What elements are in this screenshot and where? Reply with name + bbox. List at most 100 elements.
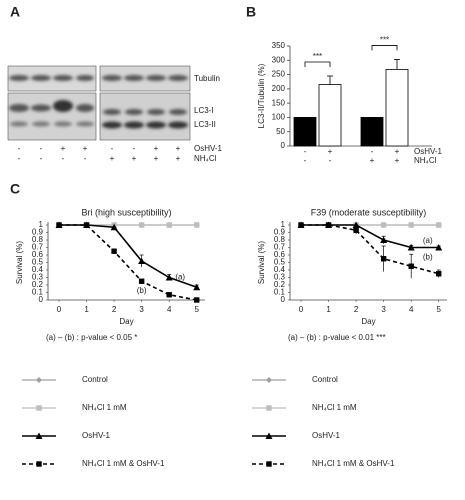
x-tick-label: 5 — [437, 305, 442, 314]
legend-marker — [36, 405, 42, 411]
condition-sign: - — [40, 144, 43, 153]
y-axis-label: Survival (%) — [257, 241, 266, 284]
x-tick-label: 0 — [299, 305, 304, 314]
legend-label: NH₄Cl 1 mM & OsHV-1 — [312, 459, 395, 468]
annotation: (a) — [175, 273, 185, 282]
condition-sign: + — [328, 147, 333, 156]
annotation: (b) — [423, 252, 433, 261]
condition-sign: - — [304, 156, 307, 165]
data-point — [436, 271, 442, 277]
legend-label: Control — [312, 375, 338, 384]
y-tick-label: 0.9 — [32, 228, 44, 237]
y-tick-label: 0.4 — [32, 265, 44, 274]
y-tick-label: 0.4 — [274, 265, 286, 274]
data-point — [380, 236, 388, 243]
series-line — [59, 224, 197, 301]
y-tick-label: 0.8 — [274, 235, 286, 244]
legend-marker — [35, 432, 43, 439]
chart-title: F39 (moderate susceptibility) — [311, 207, 427, 217]
y-tick-label: 0.8 — [32, 235, 44, 244]
legend-label: OsHV-1 — [82, 431, 111, 440]
y-tick-label: 300 — [272, 55, 286, 64]
blot-image — [7, 65, 191, 141]
y-tick-label: 0.2 — [32, 280, 44, 289]
data-point — [138, 278, 145, 284]
data-point — [165, 274, 173, 281]
significance-label: *** — [313, 52, 322, 61]
y-tick-label: 0.5 — [32, 258, 44, 267]
band-label: Tubulin — [194, 74, 220, 83]
x-tick-label: 2 — [112, 305, 117, 314]
y-tick-label: 1 — [281, 220, 286, 229]
condition-sign: + — [176, 154, 181, 163]
x-tick-label: 3 — [381, 305, 386, 314]
condition-sign: + — [395, 156, 400, 165]
condition-sign: - — [329, 156, 332, 165]
bar — [360, 117, 384, 147]
y-tick-label: 100 — [272, 113, 286, 122]
condition-sign: - — [304, 147, 307, 156]
y-tick-label: 0.6 — [274, 250, 286, 259]
condition-sign: + — [83, 144, 88, 153]
y-tick-label: 250 — [272, 70, 286, 79]
footnote: (a) – (b) : p-value < 0.01 *** — [288, 333, 386, 342]
panel-letter: C — [10, 181, 20, 197]
panel-letter: B — [246, 4, 256, 20]
footnote: (a) – (b) : p-value < 0.05 * — [46, 333, 137, 342]
condition-label: NH₄Cl — [414, 156, 437, 165]
data-point — [325, 222, 332, 228]
x-tick-label: 1 — [326, 305, 331, 314]
condition-sign: + — [395, 147, 400, 156]
condition-sign: - — [133, 144, 136, 153]
data-point — [407, 244, 415, 251]
legend-marker — [266, 461, 272, 467]
condition-sign: - — [18, 154, 21, 163]
legend-marker — [266, 377, 272, 383]
y-tick-label: 150 — [272, 98, 286, 107]
data-point — [110, 223, 118, 231]
data-point — [380, 222, 387, 228]
significance-bracket — [304, 61, 331, 67]
data-point — [408, 222, 414, 228]
x-tick-label: 4 — [167, 305, 172, 314]
y-tick-label: 0.2 — [274, 280, 286, 289]
y-tick-label: 350 — [272, 41, 286, 50]
series-line — [301, 224, 439, 275]
data-point — [111, 248, 117, 254]
data-point — [435, 244, 443, 251]
data-point — [166, 222, 172, 228]
x-tick-label: 5 — [195, 305, 200, 314]
annotation: (b) — [137, 286, 147, 295]
condition-sign: - — [18, 144, 21, 153]
legend-marker — [266, 405, 272, 411]
data-point — [298, 222, 304, 228]
condition-label: OsHV-1 — [194, 144, 223, 153]
y-axis-label: LC3-II/Tubulin (%) — [257, 63, 266, 128]
condition-sign: + — [176, 144, 181, 153]
y-tick-label: 0 — [281, 141, 286, 150]
condition-sign: + — [61, 144, 66, 153]
y-axis-label: Survival (%) — [15, 241, 24, 284]
significance-label: *** — [380, 36, 389, 45]
panel-letter: A — [10, 4, 20, 20]
y-tick-label: 0 — [39, 295, 44, 304]
bar — [293, 117, 317, 147]
legend-label: NH₄Cl 1 mM — [82, 403, 127, 412]
x-tick-label: 4 — [409, 305, 414, 314]
data-point — [138, 257, 146, 264]
x-axis-label: Day — [119, 317, 133, 326]
condition-sign: - — [371, 147, 374, 156]
condition-sign: + — [154, 144, 159, 153]
legend-label: NH₄Cl 1 mM & OsHV-1 — [82, 459, 165, 468]
y-tick-label: 0.7 — [32, 243, 44, 252]
condition-sign: + — [154, 154, 159, 163]
legend-marker — [265, 432, 273, 439]
y-tick-label: 0.1 — [274, 288, 286, 297]
data-point — [436, 222, 442, 228]
x-tick-label: 2 — [354, 305, 359, 314]
legend-marker — [36, 461, 42, 467]
y-tick-label: 200 — [272, 84, 286, 93]
y-tick-label: 1 — [39, 220, 44, 229]
bar — [385, 69, 409, 147]
y-tick-label: 0.3 — [274, 273, 286, 282]
